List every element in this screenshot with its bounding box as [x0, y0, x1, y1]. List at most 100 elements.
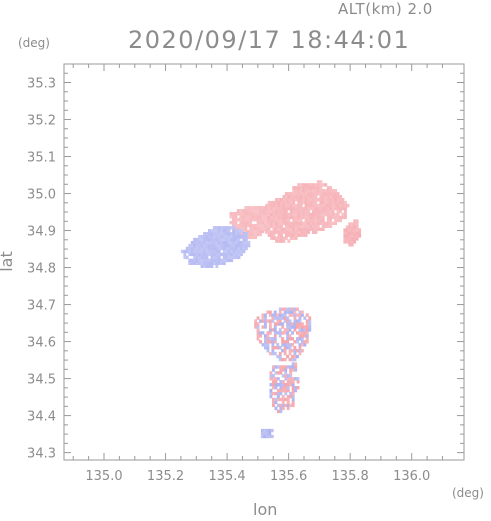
heatmap-cell [227, 229, 231, 233]
heatmap-cell [212, 258, 216, 263]
heatmap-cell [230, 226, 234, 230]
heatmap-cell [203, 246, 206, 251]
heatmap-cell [239, 220, 243, 225]
heatmap-cell [269, 394, 273, 399]
heatmap-cell [212, 237, 216, 242]
heatmap-cell [299, 221, 303, 226]
heatmap-cell [220, 261, 224, 265]
heatmap-cell [273, 331, 277, 335]
heatmap-cell [353, 237, 357, 241]
heatmap-cell [234, 215, 238, 219]
heatmap-cell [279, 383, 283, 387]
heatmap-cell [304, 212, 308, 217]
heatmap-cell [294, 365, 298, 369]
heatmap-cell [220, 237, 224, 242]
heatmap-cell [314, 221, 318, 226]
heatmap-cell [331, 206, 335, 211]
heatmap-cell [341, 200, 345, 205]
heatmap-cell [353, 225, 357, 229]
heatmap-cell [304, 195, 308, 199]
heatmap-cell [198, 237, 202, 242]
heatmap-cell [303, 340, 307, 344]
heatmap-cells [180, 180, 362, 439]
heatmap-cell [304, 206, 308, 211]
heatmap-cell [244, 240, 248, 245]
heatmap-cell [246, 209, 250, 213]
heatmap-cell [208, 235, 211, 239]
heatmap-cell [312, 203, 315, 208]
heatmap-cell [208, 249, 211, 254]
heatmap-cell [353, 234, 357, 238]
heatmap-cell [283, 328, 287, 332]
heatmap-cell [222, 255, 226, 260]
heatmap-cell [305, 331, 309, 335]
heatmap-cell [292, 195, 296, 199]
heatmap-cell [350, 240, 354, 244]
heatmap-cell [271, 313, 275, 317]
y-tick-label: 34.6 [27, 336, 56, 351]
heatmap-cell [326, 215, 330, 220]
heatmap-cell [230, 258, 234, 263]
heatmap-cell [287, 218, 291, 223]
heatmap-cell [208, 258, 211, 263]
heatmap-cell [319, 218, 323, 223]
heatmap-cell [294, 215, 298, 220]
heatmap-cell [304, 198, 308, 202]
heatmap-cell [261, 229, 265, 234]
heatmap-cell [267, 209, 271, 214]
heatmap-cell [302, 195, 306, 199]
heatmap-cell [284, 230, 288, 234]
heatmap-cell [284, 198, 288, 202]
heatmap-cell [329, 200, 333, 205]
heatmap-cell [348, 228, 352, 232]
heatmap-cell [289, 227, 293, 231]
heatmap-cell [203, 237, 206, 242]
heatmap-cell [326, 203, 330, 208]
heatmap-cell [296, 354, 299, 359]
heatmap-cell [246, 223, 250, 228]
heatmap-cell [268, 319, 272, 323]
heatmap-cell [232, 218, 235, 222]
heatmap-cell [256, 212, 260, 216]
heatmap-cell [345, 240, 349, 244]
heatmap-cell [291, 403, 295, 408]
heatmap-cell [246, 218, 250, 222]
heatmap-cell [265, 212, 269, 217]
heatmap-cell [208, 243, 211, 248]
heatmap-cell [275, 239, 278, 243]
heatmap-cell [271, 316, 275, 320]
heatmap-cell [282, 239, 286, 243]
heatmap-cell [348, 234, 352, 238]
heatmap-cell [208, 261, 211, 265]
heatmap-cell [304, 218, 308, 223]
heatmap-cell [246, 235, 250, 240]
heatmap-cell [249, 229, 253, 234]
heatmap-cell [307, 227, 310, 231]
heatmap-cell [319, 186, 323, 190]
heatmap-cell [256, 232, 260, 237]
heatmap-cell [266, 223, 270, 228]
heatmap-cell [274, 380, 278, 384]
heatmap-cell [284, 391, 288, 396]
heatmap-cell [296, 322, 299, 326]
heatmap-cell [272, 383, 275, 387]
heatmap-cell [331, 221, 335, 226]
heatmap-cell [235, 237, 238, 242]
heatmap-cell [279, 380, 283, 384]
heatmap-cell [297, 183, 301, 187]
heatmap-cell [302, 200, 306, 205]
heatmap-cell [331, 203, 335, 208]
heatmap-cell [256, 223, 260, 228]
heatmap-cell [286, 406, 290, 411]
heatmap-cell [307, 230, 310, 234]
heatmap-cell [350, 237, 354, 241]
heatmap-cell [205, 261, 209, 265]
heatmap-cell [278, 328, 282, 332]
heatmap-cell [281, 337, 285, 341]
heatmap-cell [212, 249, 216, 254]
heatmap-cell [343, 237, 347, 241]
heatmap-cell [265, 434, 269, 439]
heatmap-cell [272, 365, 275, 369]
heatmap-cell [215, 232, 219, 236]
